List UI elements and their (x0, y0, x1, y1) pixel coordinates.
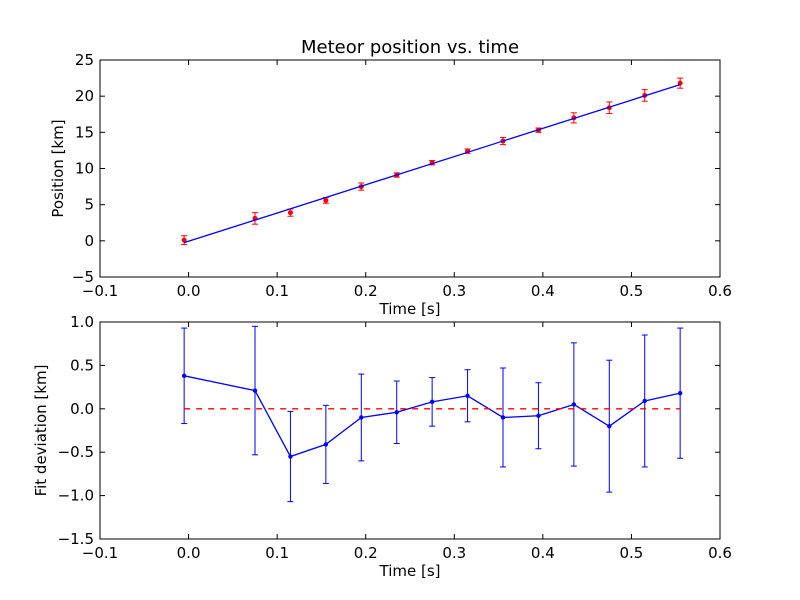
deviation-plot-xlabel: Time [s] (379, 562, 441, 580)
position-plot-ytick-label: 5 (84, 196, 94, 214)
deviation-data-point (288, 454, 293, 459)
deviation-data-point (323, 442, 329, 447)
deviation-data-point (465, 393, 470, 398)
deviation-data-point (500, 415, 506, 420)
position-plot-xtick-label: 0.4 (531, 282, 555, 300)
position-plot-ylabel: Position [km] (49, 119, 67, 217)
position-data-point (181, 237, 187, 243)
deviation-plot-ytick-label: 1.0 (70, 313, 94, 331)
deviation-plot-ytick-label: 0.0 (70, 400, 94, 418)
deviation-plot-ytick-label: −1.5 (58, 530, 94, 548)
position-data-point (323, 197, 329, 203)
deviation-data-point (677, 390, 683, 396)
position-plot-xlabel: Time [s] (379, 300, 441, 318)
position-data-point (287, 210, 293, 216)
position-plot: Time [s] Position [km] −0.1 0.0 0.1 0.2 0.3 0… (49, 51, 732, 318)
deviation-plot-xtick-label: 0.2 (354, 544, 378, 562)
deviation-plot-frame (99, 321, 721, 540)
deviation-data-point (607, 423, 612, 429)
fit-line (183, 83, 681, 244)
deviation-plot-xtick-label: 0.6 (708, 544, 732, 562)
deviation-data-point (181, 373, 187, 379)
deviation-plot-xtick-label: 0.3 (442, 544, 466, 562)
position-plot-ytick-label: 20 (75, 87, 94, 105)
deviation-data-point (252, 388, 258, 393)
position-plot-ytick-label: 25 (75, 51, 94, 69)
deviation-plot: Time [s] Fit deviation [km] −0.1 0.0 0.1 0.… (32, 313, 732, 580)
deviation-data-point (571, 402, 577, 407)
deviation-plot-ylabel: Fit deviation [km] (32, 365, 50, 497)
deviation-line (184, 375, 681, 458)
position-plot-xtick-label: 0.5 (619, 282, 643, 300)
deviation-data-point (642, 398, 647, 404)
position-plot-ytick-label: −5 (72, 268, 94, 286)
position-plot-xtick-label: 0.1 (265, 282, 289, 300)
deviation-plot-ytick-label: 0.5 (70, 356, 94, 374)
deviation-plot-xtick-label: −0.1 (82, 544, 118, 562)
position-plot-ytick-label: 0 (84, 232, 94, 250)
chart-title: Meteor position vs. time (301, 37, 519, 58)
deviation-plot-ytick-label: −1.0 (58, 487, 94, 505)
deviation-plot-xtick-label: 0.0 (177, 544, 201, 562)
deviation-plot-xtick-label: 0.4 (531, 544, 555, 562)
position-plot-xtick-label: 0.3 (442, 282, 466, 300)
position-plot-ytick-label: 10 (75, 160, 94, 178)
deviation-data-point (394, 410, 399, 415)
position-plot-frame (99, 59, 721, 278)
deviation-data-point (429, 399, 435, 405)
position-plot-xtick-label: −0.1 (82, 282, 118, 300)
deviation-plot-ytick-label: −0.5 (58, 443, 94, 461)
position-plot-xtick-label: 0.6 (708, 282, 732, 300)
position-plot-xtick-label: 0.2 (354, 282, 378, 300)
deviation-plot-xtick-label: 0.1 (265, 544, 289, 562)
deviation-plot-xtick-label: 0.5 (619, 544, 643, 562)
position-plot-ytick-label: 15 (75, 123, 94, 141)
position-plot-xtick-label: 0.0 (177, 282, 201, 300)
deviation-data-point (536, 413, 541, 418)
deviation-data-point (359, 415, 364, 420)
